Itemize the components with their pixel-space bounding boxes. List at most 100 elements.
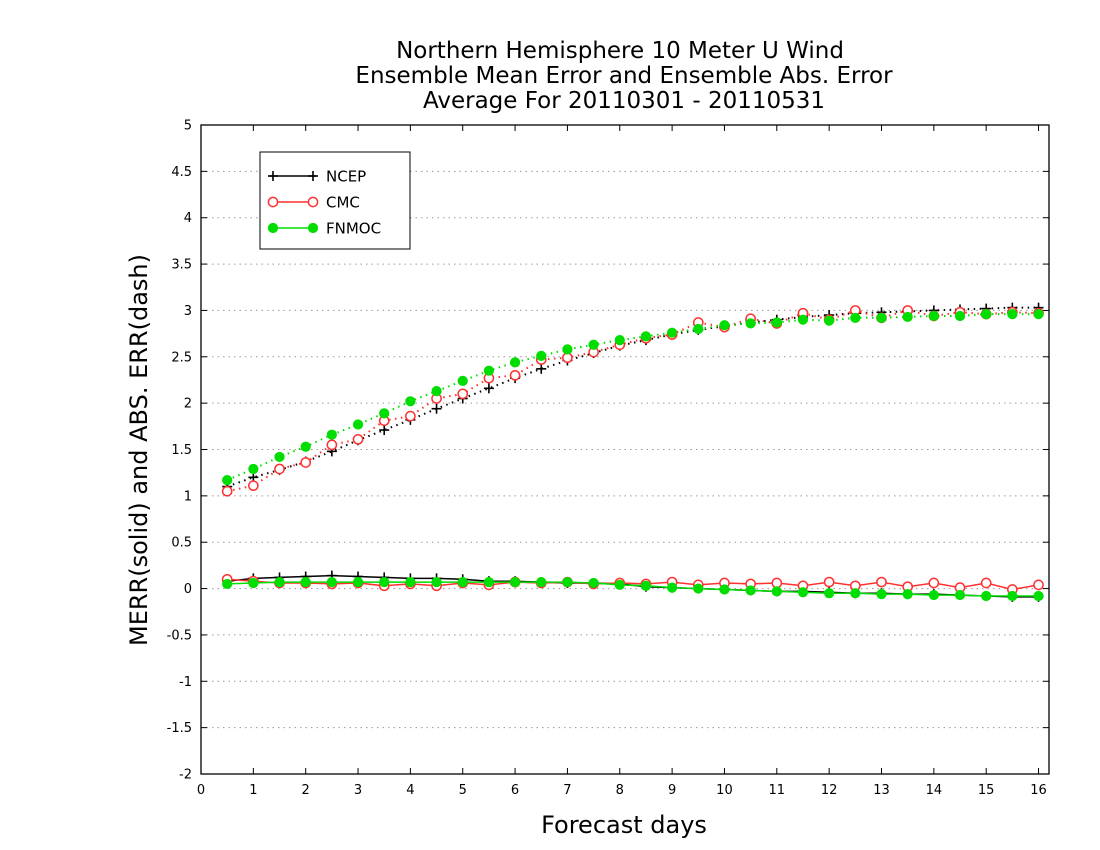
series-cmc-mean-error-point xyxy=(771,577,783,589)
series-fnmoc-abs-error-point xyxy=(248,463,259,475)
series-cmc-mean-error-line xyxy=(227,578,1039,591)
x-tick-label: 6 xyxy=(511,783,519,798)
series-ncep-abs-error-line xyxy=(226,306,1039,488)
series-fnmoc-abs-error-point xyxy=(1007,309,1018,320)
series-fnmoc-mean-error-point xyxy=(509,576,521,588)
series-fnmoc-abs-error-point xyxy=(483,365,495,376)
series-fnmoc-mean-error-point xyxy=(536,576,547,588)
legend-label-cmc: CMC xyxy=(326,194,360,212)
series-cmc-mean-error-point xyxy=(928,577,940,589)
series-ncep-mean-error xyxy=(222,570,1044,602)
series-fnmoc-mean-error-point xyxy=(588,577,599,589)
series-fnmoc-mean-error-point xyxy=(457,576,468,588)
y-tick-label: 4.5 xyxy=(171,165,192,180)
x-tick-label: 15 xyxy=(978,783,995,798)
series-cmc-abs-error-point xyxy=(300,457,312,468)
series-cmc-mean-error-point xyxy=(823,576,835,588)
x-tick-label: 3 xyxy=(354,783,362,798)
series-ncep-abs-error-point xyxy=(431,403,442,414)
series-fnmoc-mean-error-point xyxy=(483,576,495,588)
series-fnmoc-abs-error-point xyxy=(640,331,652,342)
series-fnmoc-mean-error xyxy=(222,576,1044,602)
series-fnmoc-mean-error-point xyxy=(405,576,416,588)
x-tick-label: 12 xyxy=(821,783,838,798)
y-tick-label: 3.5 xyxy=(171,258,192,273)
series-fnmoc-abs-error xyxy=(222,309,1044,486)
y-tick-label: 1 xyxy=(184,489,192,504)
chart-title: Northern Hemisphere 10 Meter U Wind Ense… xyxy=(355,38,893,114)
series-fnmoc-mean-error-point xyxy=(824,588,835,599)
x-tick-label: 10 xyxy=(716,783,733,798)
series-fnmoc-mean-error-point xyxy=(1033,590,1044,602)
series-fnmoc-mean-error-point xyxy=(719,584,730,595)
x-tick-label: 16 xyxy=(1030,783,1047,798)
legend-label-ncep: NCEP xyxy=(326,168,366,186)
legend-marker-ncep xyxy=(308,171,318,181)
y-tick-label: 1.5 xyxy=(171,443,192,458)
series-fnmoc-abs-error-point xyxy=(222,474,233,486)
x-axis-label: Forecast days xyxy=(541,811,707,839)
x-tick-label: 5 xyxy=(459,783,467,798)
grid-lines xyxy=(201,170,1049,729)
series-fnmoc-mean-error-point xyxy=(745,585,756,596)
series-fnmoc-abs-error-point xyxy=(536,350,547,361)
series-cmc-mean-error xyxy=(221,573,1044,595)
series-fnmoc-mean-error-point xyxy=(326,576,337,588)
chart-title-line-1: Northern Hemisphere 10 Meter U Wind xyxy=(396,38,844,64)
series-layer xyxy=(221,302,1044,602)
series-fnmoc-abs-error-point xyxy=(667,327,678,338)
series-cmc-abs-error-point xyxy=(274,463,285,475)
y-tick-label: 4 xyxy=(184,211,192,226)
series-fnmoc-abs-error-point xyxy=(614,334,625,346)
series-fnmoc-mean-error-point xyxy=(1007,590,1018,602)
series-fnmoc-mean-error-point xyxy=(902,589,913,600)
y-tick-label: 0.5 xyxy=(171,536,192,551)
series-cmc-abs-error-point xyxy=(221,485,233,497)
x-tick-label: 1 xyxy=(249,783,257,798)
series-cmc-abs-error xyxy=(221,305,1044,497)
series-fnmoc-abs-error-point xyxy=(588,339,599,350)
series-cmc-abs-error-point xyxy=(405,410,416,422)
legend: NCEP CMC FNMOC xyxy=(259,151,411,250)
series-cmc-mean-error-point xyxy=(1033,579,1044,591)
legend-item-ncep: NCEP xyxy=(268,168,366,186)
series-fnmoc-mean-error-point xyxy=(850,588,861,599)
y-tick-label: 2.5 xyxy=(171,350,192,365)
series-fnmoc-mean-error-point xyxy=(222,578,233,590)
series-cmc-abs-error-point xyxy=(247,480,259,492)
series-fnmoc-mean-error-point xyxy=(431,576,442,588)
series-fnmoc-abs-error-point xyxy=(928,310,939,322)
series-fnmoc-abs-error-point xyxy=(797,314,809,325)
series-cmc-abs-error-point xyxy=(457,388,469,400)
x-tick-label: 4 xyxy=(406,783,414,798)
series-fnmoc-abs-error-point xyxy=(902,311,913,323)
series-fnmoc-mean-error-point xyxy=(876,589,887,600)
series-fnmoc-abs-error-line xyxy=(226,313,1039,482)
y-axis-label: MERR(solid) and ABS. ERR(dash) xyxy=(125,254,153,646)
series-fnmoc-mean-error-point xyxy=(352,576,364,588)
series-cmc-mean-error-point xyxy=(876,576,887,588)
legend-box xyxy=(259,151,411,250)
x-tick-label: 7 xyxy=(563,783,571,798)
series-fnmoc-abs-error-point xyxy=(824,315,835,326)
series-fnmoc-abs-error-point xyxy=(1033,309,1044,320)
series-fnmoc-mean-error-point xyxy=(300,576,311,588)
x-tick-label: 9 xyxy=(668,783,676,798)
series-fnmoc-mean-error-point xyxy=(954,589,966,601)
series-fnmoc-mean-error-point xyxy=(274,576,285,588)
series-fnmoc-abs-error-point xyxy=(876,312,887,323)
y-tick-label: 2 xyxy=(184,397,192,412)
series-fnmoc-abs-error-point xyxy=(431,385,442,397)
legend-item-cmc: CMC xyxy=(267,194,360,212)
series-fnmoc-mean-error-point xyxy=(562,576,573,588)
legend-marker-ncep xyxy=(268,171,278,181)
series-fnmoc-abs-error-point xyxy=(693,323,704,335)
x-tick-label: 8 xyxy=(616,783,624,798)
series-fnmoc-abs-error-point xyxy=(719,320,730,331)
x-tick-label: 14 xyxy=(926,783,943,798)
legend-marker-cmc xyxy=(307,196,319,208)
series-fnmoc-mean-error-point xyxy=(771,586,782,597)
legend-item-fnmoc: FNMOC xyxy=(267,220,381,238)
series-ncep-abs-error xyxy=(222,302,1044,492)
